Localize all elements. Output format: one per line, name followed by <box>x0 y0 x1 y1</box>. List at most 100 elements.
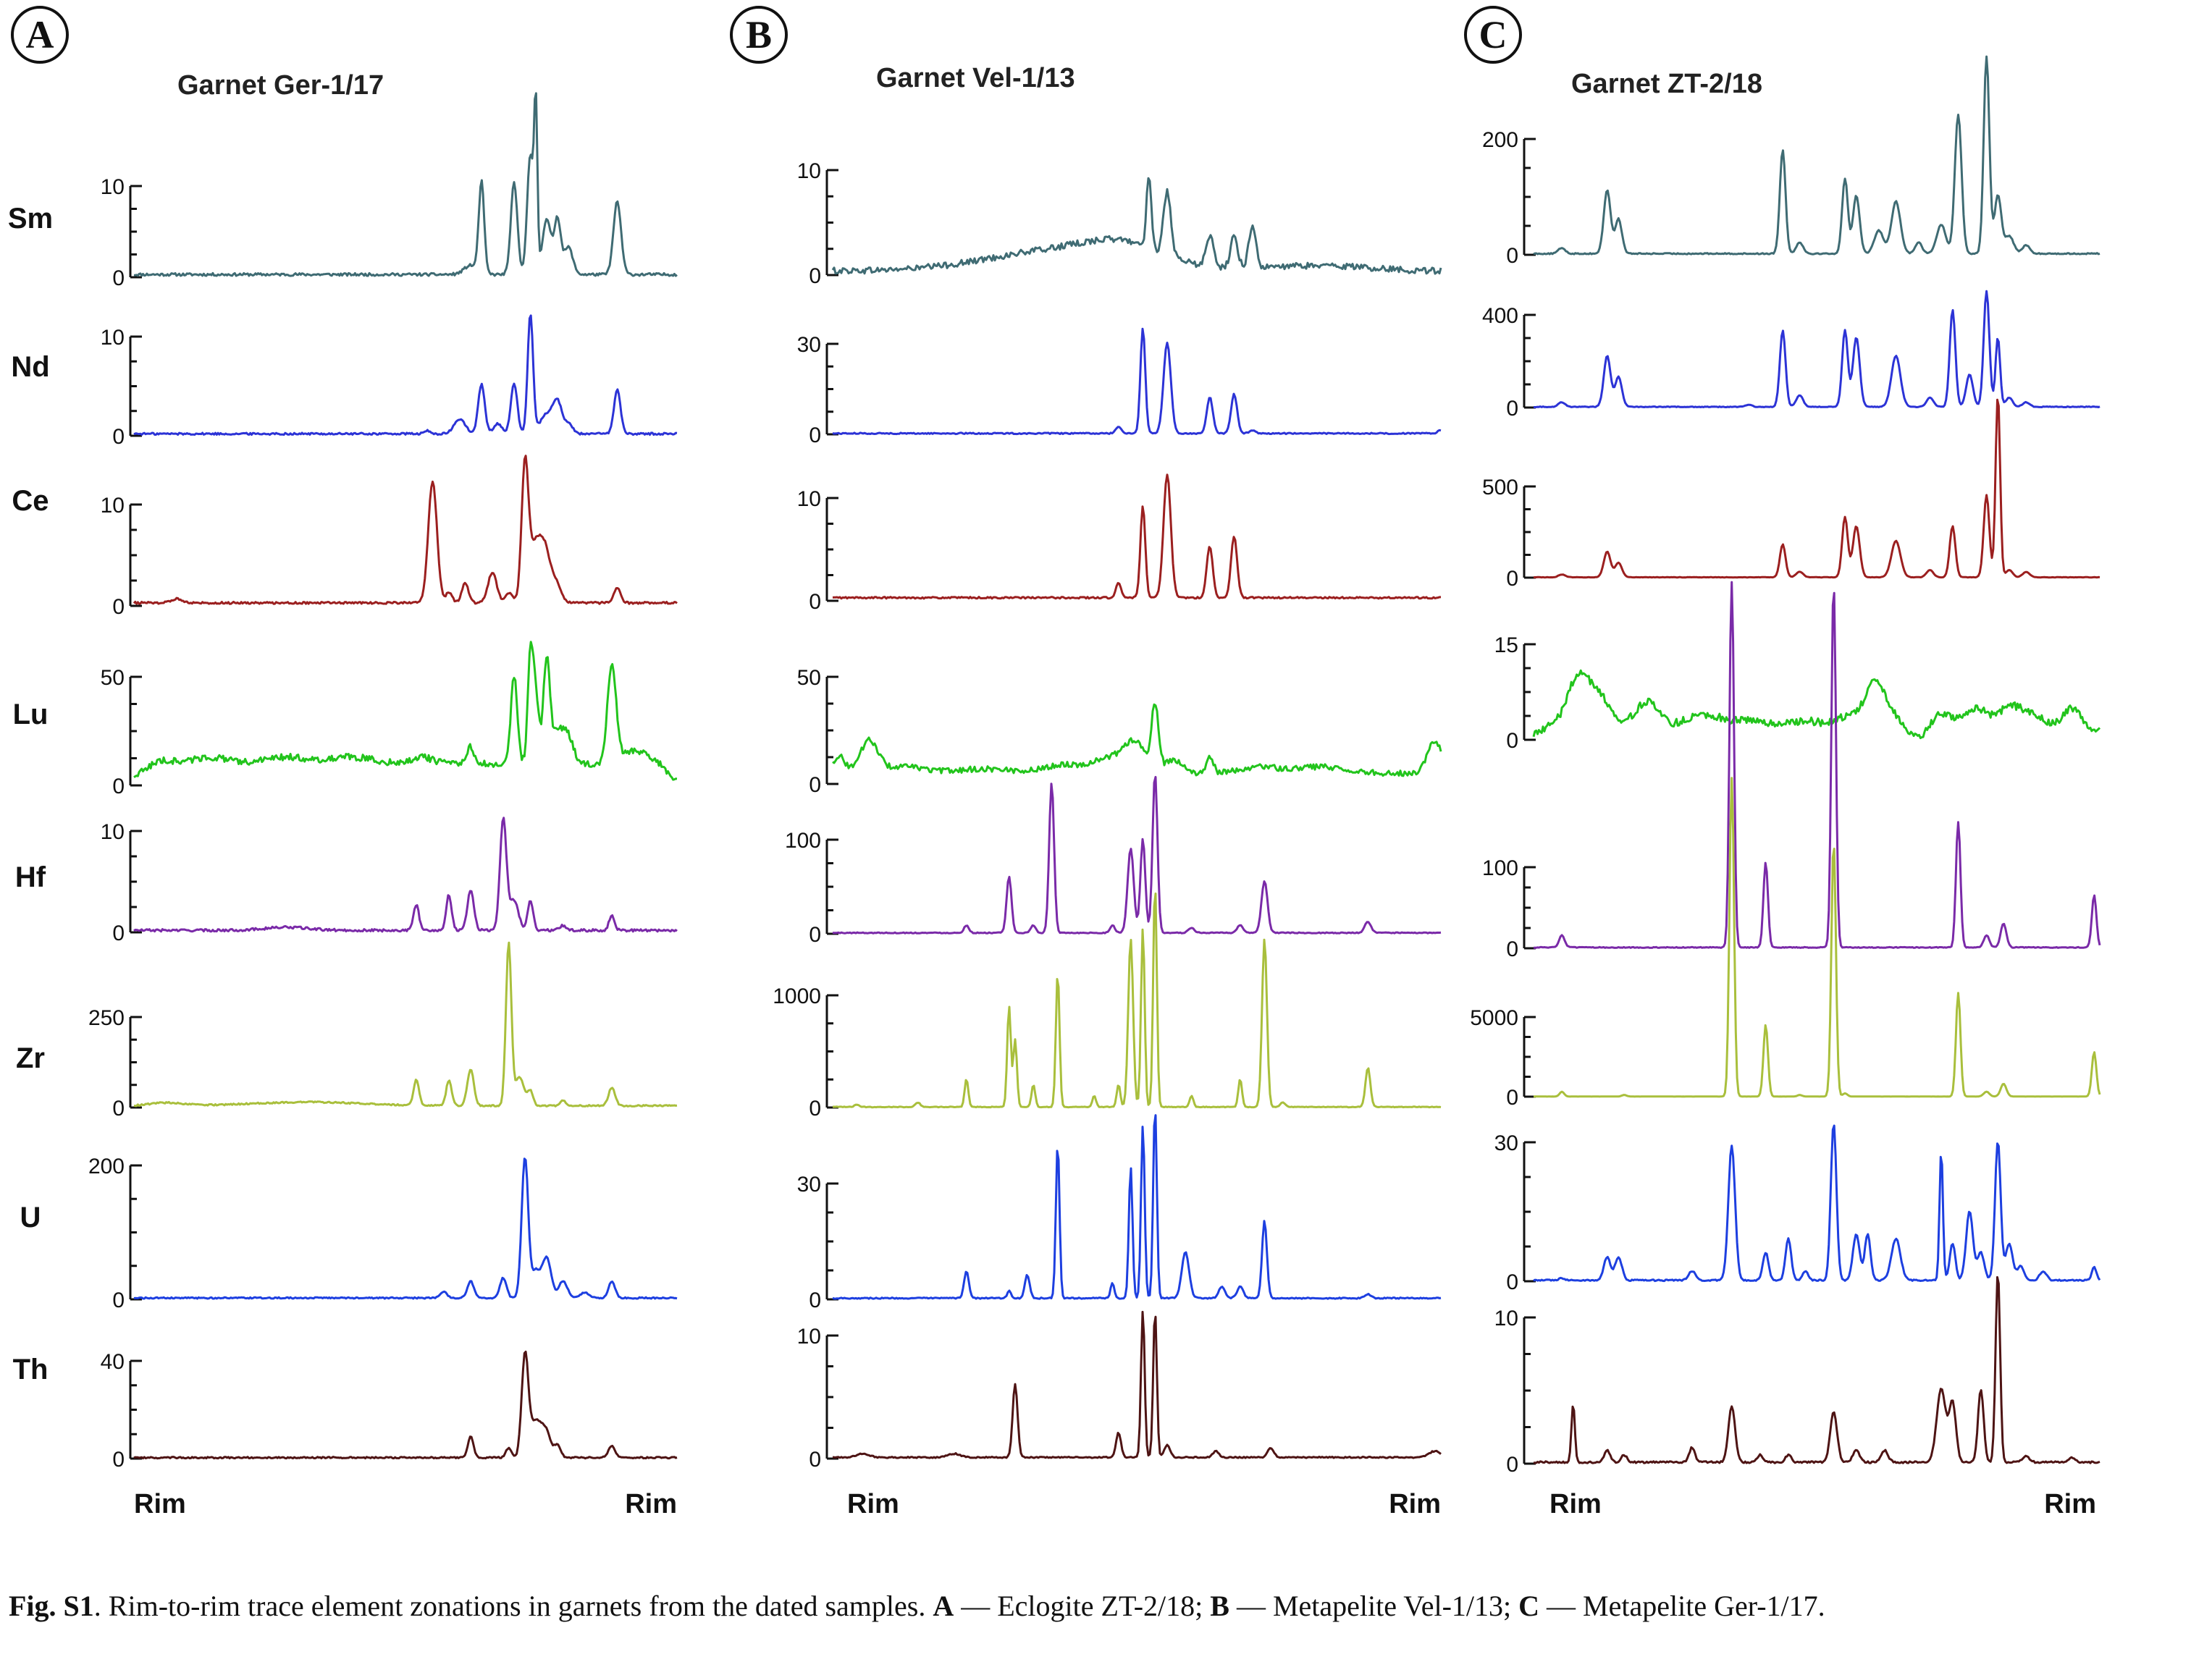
panel-title: Garnet Vel-1/13 <box>876 63 1075 93</box>
y-tick-label: 10 <box>1494 1307 1518 1330</box>
y-tick-label: 0 <box>1506 937 1518 961</box>
caption-b-letter: B <box>1210 1590 1229 1622</box>
y-tick-label: 0 <box>112 1288 125 1312</box>
y-tick-label: 10 <box>101 494 125 518</box>
y-tick-label: 0 <box>1506 1086 1518 1110</box>
series-line-ce <box>1533 398 2100 579</box>
y-tick-label: 0 <box>809 264 821 288</box>
y-tick-label: 5000 <box>1470 1006 1518 1030</box>
y-tick-label: 100 <box>785 829 821 853</box>
element-label-hf: Hf <box>15 861 46 893</box>
y-tick-label: 0 <box>112 775 125 798</box>
element-label-nd: Nd <box>11 351 49 383</box>
element-label-lu: Lu <box>13 699 49 730</box>
series-u: 0 30 <box>1494 1124 2101 1294</box>
series-line-nd <box>832 327 1442 436</box>
y-tick-label: 10 <box>797 487 821 511</box>
series-line-lu <box>133 641 678 781</box>
y-tick-label: 0 <box>1506 397 1518 421</box>
y-tick-label: 0 <box>1506 1270 1518 1294</box>
y-tick-label: 10 <box>101 326 125 350</box>
rim-label-right: Rim <box>625 1489 677 1519</box>
series-lu: 0 15 <box>1494 633 2101 753</box>
series-zr: 0 5000 <box>1470 777 2101 1110</box>
y-tick-label: 10 <box>101 820 125 844</box>
panel-letter: C <box>1479 13 1507 56</box>
series-line-u <box>832 1114 1442 1300</box>
y-tick-label: 400 <box>1482 304 1518 328</box>
series-zr: 0 250 <box>88 941 678 1121</box>
rim-label-right: Rim <box>2044 1489 2096 1519</box>
y-tick-label: 50 <box>101 666 125 690</box>
panel-letter: A <box>26 13 54 56</box>
caption-c-text: — Metapelite Ger-1/17. <box>1539 1590 1825 1622</box>
caption-a-letter: A <box>933 1590 954 1622</box>
y-tick-label: 15 <box>1494 633 1518 657</box>
y-tick-label: 30 <box>797 333 821 357</box>
series-ce: 0 10 <box>797 473 1441 614</box>
series-line-u <box>1533 1124 2101 1283</box>
y-tick-label: 0 <box>112 425 125 449</box>
y-tick-label: 0 <box>809 590 821 614</box>
y-tick-label: 40 <box>101 1350 125 1374</box>
series-sm: 0 200 <box>1482 55 2100 268</box>
series-line-nd <box>1534 290 2100 408</box>
series-line-hf <box>1533 581 2101 949</box>
y-tick-label: 10 <box>797 159 821 183</box>
y-tick-label: 0 <box>112 595 125 619</box>
series-th: 0 10 <box>1494 1275 2100 1477</box>
series-lu: 0 50 <box>101 641 678 798</box>
y-tick-label: 1000 <box>773 984 821 1008</box>
y-tick-label: 250 <box>88 1006 125 1030</box>
y-tick-label: 200 <box>1482 128 1518 152</box>
y-tick-label: 0 <box>809 423 821 447</box>
series-hf: 0 100 <box>785 775 1442 947</box>
series-hf: 0 100 <box>1482 581 2101 961</box>
series-th: 0 10 <box>797 1310 1442 1472</box>
rim-label-left: Rim <box>1549 1489 1602 1519</box>
y-tick-label: 0 <box>112 1097 125 1121</box>
rim-label-right: Rim <box>1389 1489 1441 1519</box>
series-nd: 0 30 <box>797 327 1442 447</box>
caption-a-text: — Eclogite ZT-2/18; <box>954 1590 1211 1622</box>
y-tick-label: 0 <box>809 773 821 797</box>
caption-text: . Rim-to-rim trace element zonations in … <box>93 1590 933 1622</box>
series-ce: 0 10 <box>101 455 678 619</box>
series-line-zr <box>1533 777 2101 1098</box>
element-label-zr: Zr <box>16 1042 45 1074</box>
element-label-th: Th <box>13 1354 49 1385</box>
series-line-th <box>832 1310 1442 1459</box>
y-tick-label: 0 <box>112 266 125 290</box>
series-line-lu <box>1532 669 2101 740</box>
series-sm: 0 10 <box>797 159 1442 288</box>
series-th: 0 40 <box>101 1350 678 1472</box>
caption-label: Fig. S1 <box>9 1590 94 1622</box>
element-label-u: U <box>20 1202 41 1233</box>
series-line-zr <box>133 941 678 1108</box>
rim-label-left: Rim <box>847 1489 899 1519</box>
series-line-sm <box>133 92 678 277</box>
series-line-th <box>1533 1275 2100 1464</box>
y-tick-label: 0 <box>1506 244 1518 268</box>
series-line-zr <box>833 893 1442 1109</box>
caption-c-letter: C <box>1518 1590 1540 1622</box>
series-zr: 0 1000 <box>773 893 1442 1121</box>
series-line-sm <box>1533 55 2100 256</box>
series-ce: 0 500 <box>1482 398 2100 591</box>
panel-letter-circle <box>11 6 69 64</box>
figure-caption: Fig. S1. Rim-to-rim trace element zonati… <box>9 1589 2203 1623</box>
series-lu: 0 50 <box>797 666 1442 797</box>
y-tick-label: 200 <box>88 1155 125 1178</box>
panel-letter-circle <box>730 6 788 64</box>
series-line-hf <box>133 817 678 933</box>
caption-b-text: — Metapelite Vel-1/13; <box>1229 1590 1519 1622</box>
series-line-u <box>133 1157 678 1300</box>
series-sm: 0 10 <box>101 92 678 290</box>
y-tick-label: 100 <box>1482 856 1518 880</box>
y-tick-label: 0 <box>809 1448 821 1472</box>
panel-letter-circle <box>1464 6 1522 64</box>
y-tick-label: 0 <box>1506 567 1518 591</box>
